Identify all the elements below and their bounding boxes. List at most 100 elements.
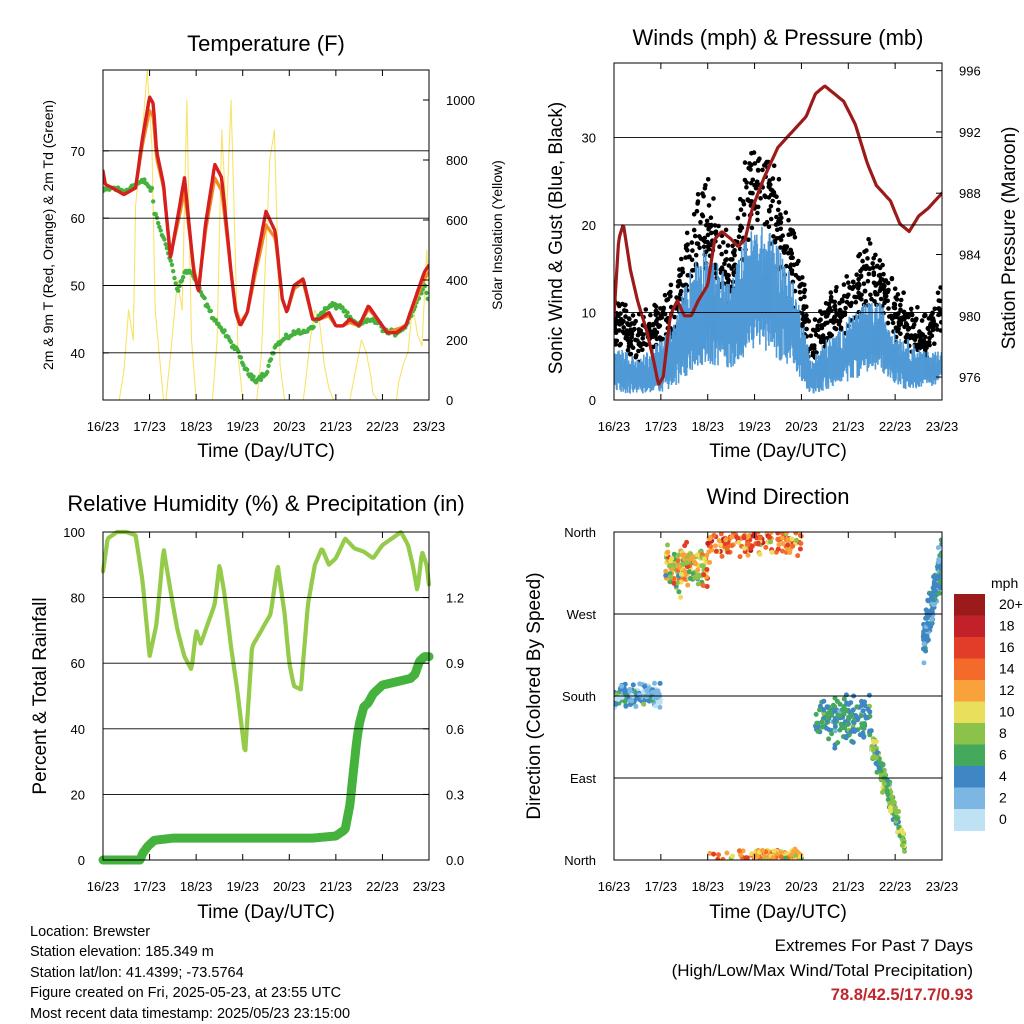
gust-point bbox=[866, 237, 871, 242]
dewpoint-point bbox=[162, 237, 167, 242]
gust-point bbox=[658, 313, 664, 319]
direction-point bbox=[695, 581, 701, 587]
gust-point bbox=[865, 278, 871, 284]
gust-point bbox=[828, 290, 834, 295]
direction-point bbox=[757, 535, 763, 541]
direction-ytick-label: West bbox=[567, 607, 597, 622]
gust-point bbox=[790, 228, 795, 233]
gust-point bbox=[616, 313, 621, 319]
direction-point bbox=[921, 660, 927, 666]
gust-point bbox=[797, 284, 802, 289]
gust-point bbox=[812, 317, 818, 322]
gust-point bbox=[790, 279, 796, 285]
dewpoint-point bbox=[153, 212, 158, 217]
gust-point bbox=[838, 325, 844, 331]
gust-point bbox=[664, 317, 669, 323]
gust-point bbox=[855, 286, 861, 291]
gust-point bbox=[846, 292, 851, 298]
winds-ytick-right-label: 984 bbox=[959, 247, 981, 262]
direction-point bbox=[829, 731, 835, 737]
gust-point bbox=[882, 288, 888, 293]
gust-point bbox=[683, 255, 688, 260]
direction-point bbox=[932, 574, 937, 580]
gust-point bbox=[712, 230, 718, 235]
gust-point bbox=[767, 209, 772, 214]
gust-point bbox=[746, 237, 751, 242]
direction-point bbox=[684, 560, 690, 566]
gust-point bbox=[717, 244, 722, 249]
gust-point bbox=[818, 317, 823, 323]
dewpoint-point bbox=[168, 258, 173, 263]
gust-point bbox=[824, 336, 830, 341]
gust-point bbox=[892, 305, 898, 311]
direction-point bbox=[681, 576, 687, 582]
gust-point bbox=[684, 230, 690, 236]
gust-point bbox=[626, 344, 632, 349]
gust-point bbox=[755, 217, 760, 223]
gust-point bbox=[818, 339, 824, 345]
gust-point bbox=[657, 335, 663, 340]
direction-point bbox=[745, 552, 751, 558]
gust-point bbox=[786, 232, 791, 237]
direction-point bbox=[927, 622, 933, 628]
dewpoint-point bbox=[202, 295, 207, 301]
direction-point bbox=[629, 692, 635, 698]
gust-point bbox=[893, 325, 899, 331]
temperature-series bbox=[103, 70, 429, 400]
dewpoint-point bbox=[245, 367, 250, 372]
gust-point bbox=[889, 316, 895, 322]
gust-point bbox=[625, 348, 631, 353]
gust-point bbox=[668, 282, 674, 288]
winds-xtick-label: 21/23 bbox=[832, 419, 865, 434]
direction-point bbox=[716, 538, 722, 544]
direction-point bbox=[657, 680, 663, 686]
gust-point bbox=[932, 341, 937, 347]
gust-point bbox=[697, 234, 702, 239]
gust-point bbox=[724, 275, 730, 280]
gust-point bbox=[704, 218, 710, 224]
direction-point bbox=[832, 745, 838, 751]
winds-ytick-label: 0 bbox=[589, 393, 596, 408]
gust-point bbox=[901, 309, 907, 315]
dewpoint-point bbox=[181, 275, 186, 280]
winds-ytick-right-label: 988 bbox=[959, 186, 981, 201]
temperature-ytick-right-label: 1000 bbox=[446, 93, 475, 108]
direction-point bbox=[793, 532, 799, 536]
dewpoint-point bbox=[149, 186, 155, 191]
colorbar-swatch bbox=[954, 701, 985, 724]
gust-point bbox=[913, 318, 918, 323]
direction-point bbox=[737, 554, 743, 560]
gust-point bbox=[808, 333, 814, 339]
gust-point bbox=[867, 241, 873, 246]
winds-panel: Winds (mph) & Pressure (mb) 16/23 17/23 18… bbox=[546, 25, 1020, 462]
gust-point bbox=[907, 326, 912, 331]
direction-xtick-label: 16/23 bbox=[598, 879, 631, 894]
direction-point bbox=[768, 532, 774, 535]
gust-point bbox=[794, 261, 800, 267]
direction-point bbox=[763, 544, 769, 550]
gust-point bbox=[631, 321, 637, 326]
gust-point bbox=[786, 217, 791, 223]
direction-point bbox=[663, 573, 669, 578]
direction-point bbox=[757, 551, 763, 557]
gust-point bbox=[839, 297, 845, 303]
colorbar-swatch bbox=[954, 658, 985, 681]
direction-point bbox=[745, 540, 751, 546]
gust-point bbox=[778, 226, 783, 232]
station-elevation: Station elevation: 185.349 m bbox=[30, 944, 214, 961]
gust-point bbox=[833, 326, 839, 332]
direction-point bbox=[794, 537, 800, 543]
direction-point bbox=[795, 553, 801, 559]
gust-point bbox=[750, 177, 756, 183]
winds-ytick-label: 20 bbox=[582, 218, 596, 233]
direction-point bbox=[665, 549, 671, 555]
gust-point bbox=[741, 212, 747, 217]
gust-point bbox=[921, 338, 926, 344]
gust-point bbox=[677, 296, 683, 302]
direction-point bbox=[839, 707, 845, 713]
station-location: Location: Brewster bbox=[30, 924, 151, 940]
gust-point bbox=[850, 279, 856, 285]
gust-point bbox=[854, 282, 860, 287]
direction-point bbox=[844, 722, 850, 727]
direction-point bbox=[899, 842, 905, 848]
